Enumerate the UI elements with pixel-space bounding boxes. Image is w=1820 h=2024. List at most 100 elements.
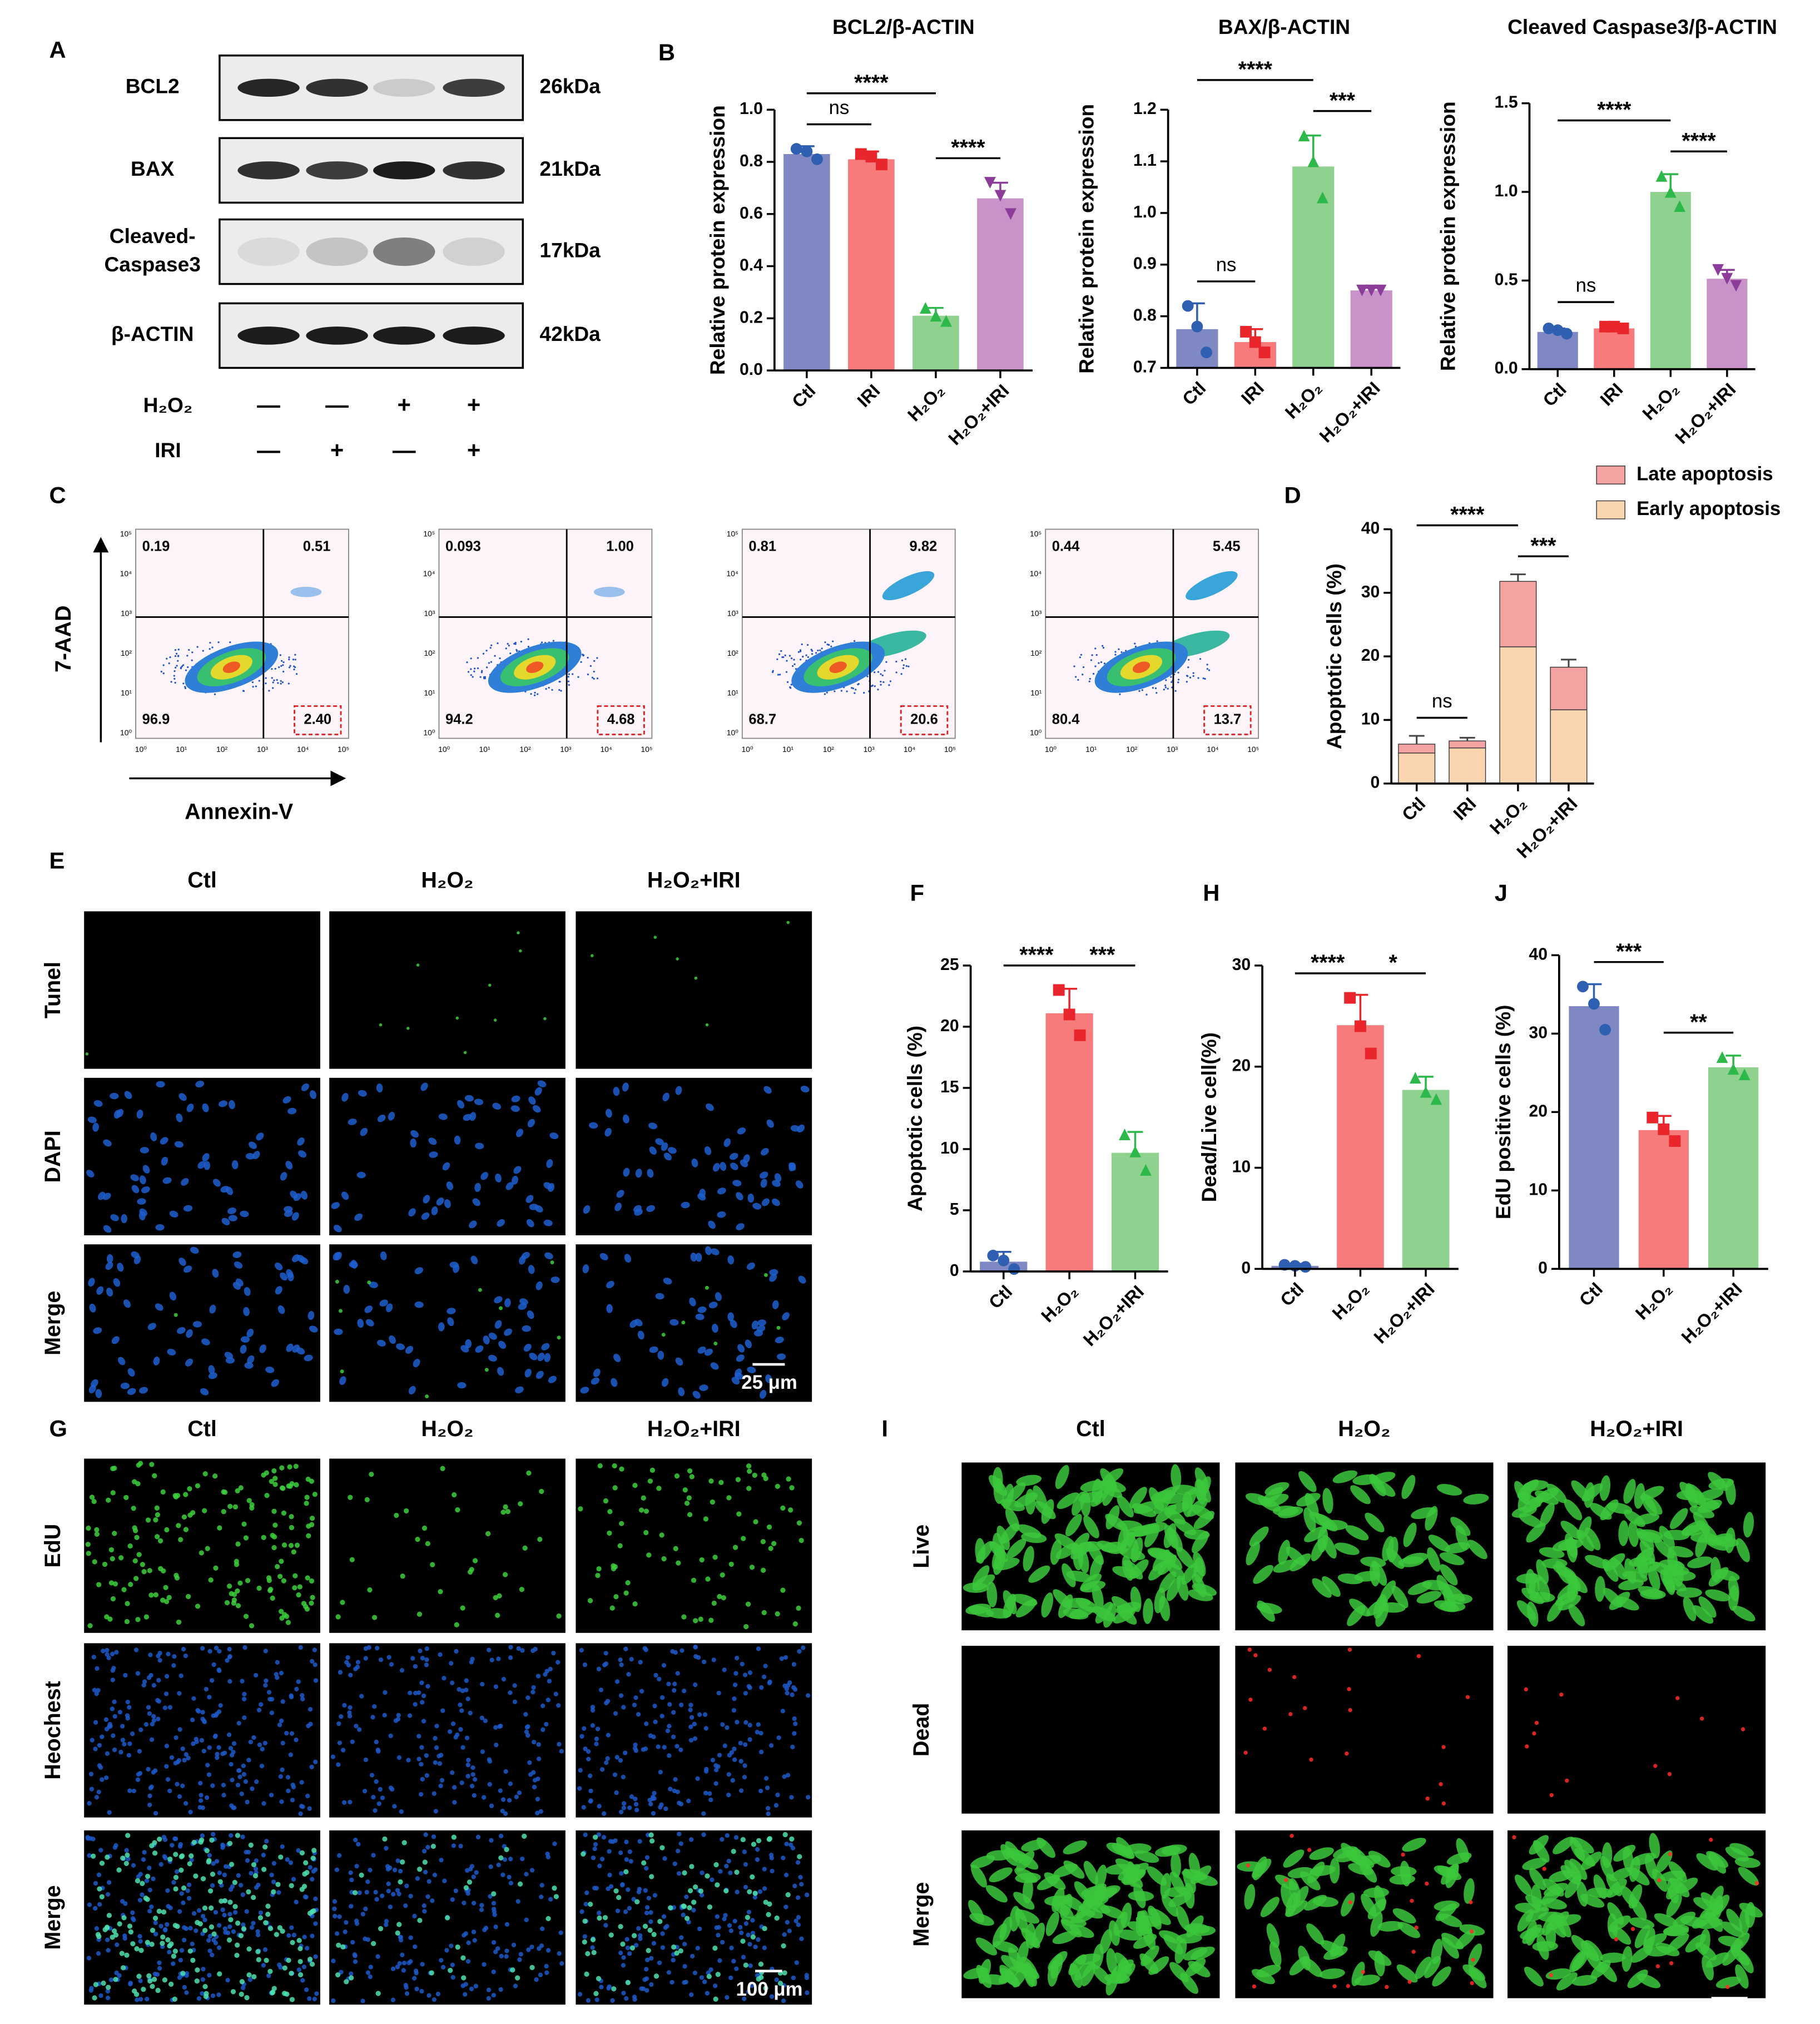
- data-point: [811, 153, 823, 165]
- cell: [131, 1185, 140, 1194]
- axis-tick-label: 10³: [121, 608, 132, 617]
- flow-event: [863, 692, 865, 694]
- significance-label: ns: [1432, 690, 1452, 712]
- cell: [613, 1087, 620, 1096]
- flow-event: [292, 665, 295, 667]
- cell: [136, 1110, 143, 1119]
- blot-band: [237, 78, 300, 97]
- flow-event: [793, 659, 795, 661]
- flow-event: [799, 659, 802, 661]
- flow-event: [467, 671, 470, 673]
- quadrant-value: 5.45: [1213, 539, 1241, 555]
- quadrant-value: 80.4: [1052, 712, 1080, 728]
- flow-event: [477, 657, 479, 659]
- arrow-head: [93, 537, 109, 553]
- cell: [110, 1214, 119, 1221]
- flow-event: [895, 660, 897, 663]
- significance-label: ***: [1530, 533, 1556, 558]
- cell: [296, 1347, 305, 1355]
- flow-event: [1206, 667, 1208, 670]
- cell: [504, 1328, 513, 1336]
- flow-event: [904, 658, 907, 660]
- cell: [96, 1286, 104, 1295]
- flow-event: [175, 652, 178, 655]
- column-header: H₂O₂: [421, 868, 473, 893]
- flow-event: [568, 684, 570, 686]
- treatment-name: H₂O₂: [143, 393, 193, 417]
- data-point: [1561, 328, 1573, 340]
- cell: [520, 1648, 525, 1653]
- cell: [86, 1525, 91, 1531]
- treatment-sign: +: [467, 392, 480, 418]
- flow-event: [789, 687, 792, 689]
- flow-event: [174, 655, 177, 657]
- cell: [705, 1285, 709, 1290]
- flow-event: [1177, 679, 1180, 681]
- flow-event: [474, 667, 476, 670]
- cell: [519, 1298, 528, 1305]
- flow-event: [1092, 672, 1095, 675]
- flow-event: [514, 641, 517, 644]
- flow-event: [1098, 662, 1100, 664]
- cell: [141, 1186, 150, 1194]
- cell: [341, 1191, 349, 1200]
- cell: [622, 1082, 629, 1092]
- flow-event: [807, 656, 809, 659]
- cell: [334, 1251, 342, 1260]
- axis-tick-label: 10³: [424, 608, 435, 617]
- cell: [691, 1899, 697, 1905]
- cell: [692, 1390, 701, 1399]
- cell: [522, 1325, 531, 1332]
- flow-event: [470, 674, 472, 676]
- data-point: [790, 143, 802, 155]
- cell: [670, 1319, 679, 1326]
- cell: [760, 1389, 767, 1399]
- data-point: [1365, 1047, 1377, 1060]
- quadrant-value: 9.82: [910, 539, 938, 555]
- cell: [534, 1087, 542, 1096]
- flow-event: [1164, 686, 1167, 689]
- cell: [121, 1214, 127, 1224]
- flow-event: [785, 671, 788, 673]
- flow-event: [558, 681, 561, 683]
- cell: [139, 1208, 147, 1216]
- cell: [339, 1376, 346, 1385]
- cell: [534, 1205, 543, 1213]
- cell: [681, 1320, 686, 1325]
- micrograph: [576, 911, 812, 1069]
- protein-size: 17kDa: [539, 238, 601, 261]
- bar: [1337, 1025, 1384, 1269]
- cell: [212, 1269, 219, 1278]
- flow-event: [1095, 654, 1098, 656]
- cell: [126, 1753, 131, 1758]
- cell: [599, 1253, 608, 1260]
- cell: [292, 1585, 297, 1591]
- flow-event: [1119, 693, 1121, 695]
- cell: [277, 1573, 283, 1579]
- column-header: H₂O₂: [421, 1417, 473, 1441]
- cell: [338, 1309, 343, 1313]
- cell: [655, 1138, 664, 1145]
- flow-event: [776, 658, 778, 660]
- cell: [309, 1478, 314, 1484]
- cell: [229, 1100, 235, 1110]
- cell: [429, 1151, 438, 1158]
- flow-event: [209, 648, 211, 650]
- cell: [110, 1490, 116, 1496]
- axis-tick-label: 10³: [1030, 608, 1042, 617]
- cell: [256, 1132, 264, 1141]
- cell: [782, 1312, 790, 1320]
- axis-title: 7-AAD: [51, 606, 76, 673]
- data-point: [1063, 1008, 1075, 1021]
- cell: [697, 1346, 706, 1354]
- cell: [730, 1162, 738, 1170]
- cell: [309, 1090, 316, 1100]
- flow-event: [560, 690, 562, 692]
- cell: [681, 1201, 690, 1209]
- flow-event: [258, 680, 260, 682]
- cell: [634, 1319, 643, 1327]
- flow-event: [567, 676, 569, 678]
- highlight-box: [597, 705, 645, 735]
- flow-event: [483, 676, 485, 679]
- flow-event: [1197, 677, 1199, 679]
